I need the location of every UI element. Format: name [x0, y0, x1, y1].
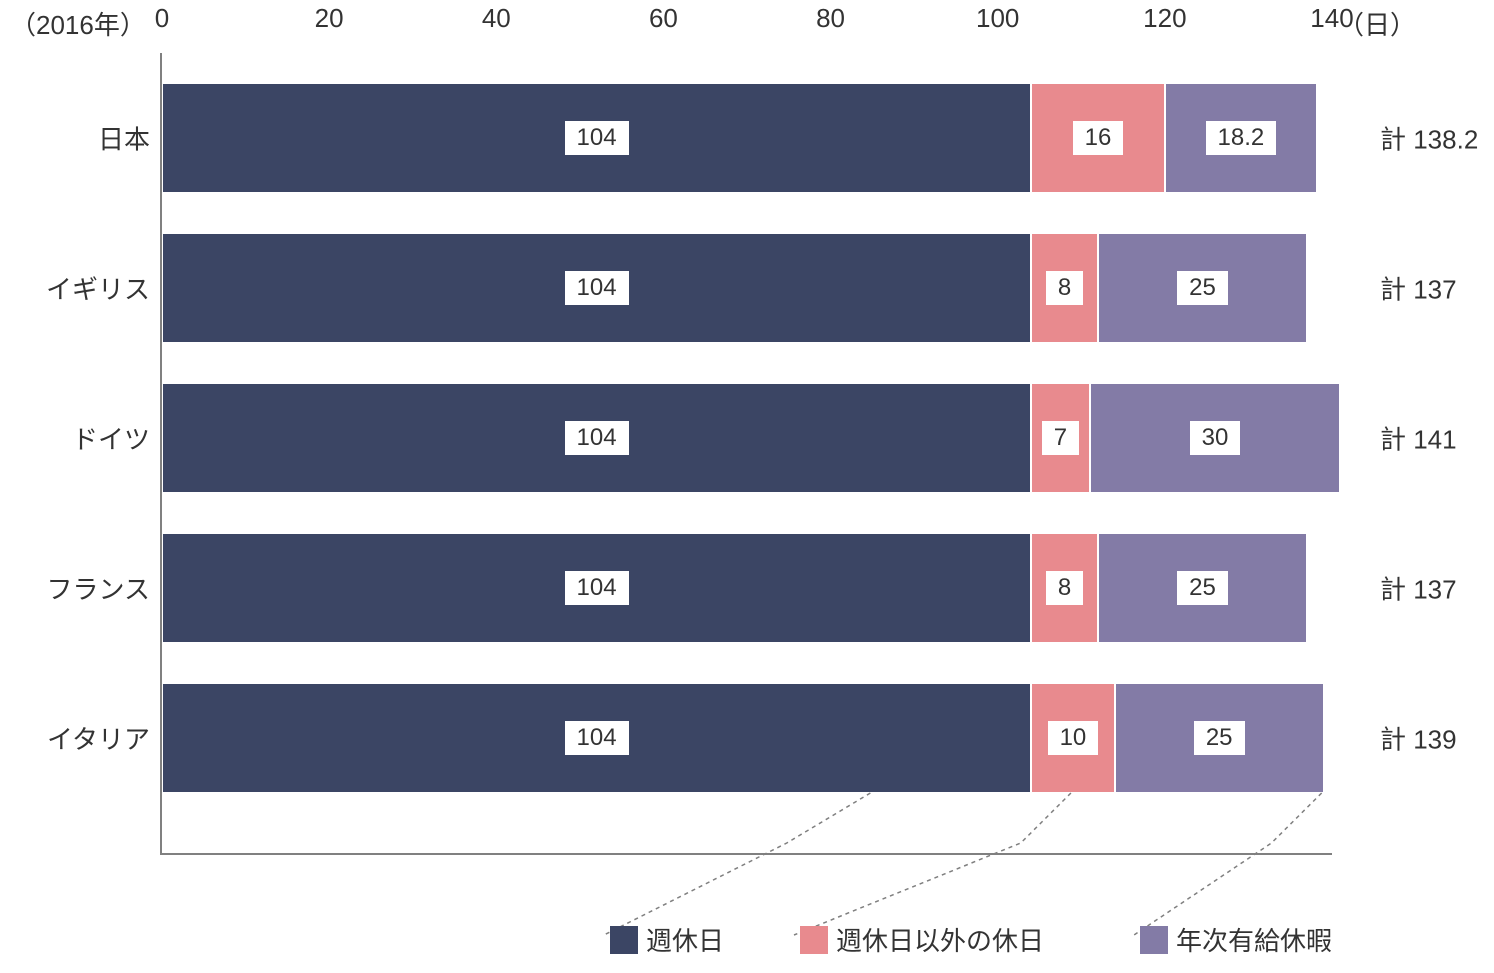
- x-tick: 100: [976, 3, 1019, 34]
- legend-label: 週休日: [646, 921, 724, 958]
- total-label: 計 139: [1380, 720, 1457, 757]
- x-tick: 0: [155, 3, 169, 34]
- bar-value-label: 25: [1177, 571, 1228, 605]
- bar-value-label: 25: [1194, 721, 1245, 755]
- category-label: フランス: [10, 570, 150, 607]
- x-tick: 80: [816, 3, 845, 34]
- x-tick: 120: [1143, 3, 1186, 34]
- bar-segment-paid_leave: 25: [1098, 233, 1307, 343]
- bar-row: 104 10 25: [162, 683, 1332, 793]
- bar-value-label: 10: [1048, 721, 1099, 755]
- bar-segment-paid_leave: 18.2: [1165, 83, 1317, 193]
- bar-value-label: 30: [1190, 421, 1241, 455]
- bar-value-label: 104: [565, 421, 629, 455]
- bar-value-label: 104: [565, 721, 629, 755]
- bar-value-label: 16: [1073, 121, 1124, 155]
- bar-segment-weekend: 104: [162, 683, 1031, 793]
- legend-label: 週休日以外の休日: [836, 921, 1044, 958]
- bar-value-label: 8: [1046, 571, 1083, 605]
- category-label: ドイツ: [10, 420, 150, 457]
- bar-segment-weekend: 104: [162, 233, 1031, 343]
- bar-row: 104 8 25: [162, 533, 1332, 643]
- legend-label: 年次有給休暇: [1176, 921, 1332, 958]
- legend-item: 年次有給休暇: [1140, 921, 1332, 958]
- legend-swatch: [800, 926, 828, 954]
- x-tick: 20: [315, 3, 344, 34]
- category-label: 日本: [10, 120, 150, 157]
- legend-swatch: [610, 926, 638, 954]
- total-label: 計 138.2: [1380, 120, 1478, 157]
- legend-item: 週休日: [610, 921, 724, 958]
- bar-value-label: 25: [1177, 271, 1228, 305]
- bar-segment-non_weekend: 8: [1031, 533, 1098, 643]
- bar-value-label: 18.2: [1206, 121, 1277, 155]
- bar-segment-weekend: 104: [162, 383, 1031, 493]
- category-label: イギリス: [10, 270, 150, 307]
- bar-value-label: 104: [565, 571, 629, 605]
- bar-segment-weekend: 104: [162, 533, 1031, 643]
- bar-segment-non_weekend: 16: [1031, 83, 1165, 193]
- bar-segment-non_weekend: 10: [1031, 683, 1115, 793]
- bar-row: 104 16 18.2: [162, 83, 1332, 193]
- total-label: 計 141: [1380, 420, 1457, 457]
- year-label: （2016年）: [10, 5, 146, 42]
- legend-swatch: [1140, 926, 1168, 954]
- category-label: イタリア: [10, 720, 150, 757]
- bar-value-label: 104: [565, 121, 629, 155]
- bar-segment-paid_leave: 30: [1090, 383, 1341, 493]
- bar-segment-non_weekend: 7: [1031, 383, 1090, 493]
- bar-segment-weekend: 104: [162, 83, 1031, 193]
- bar-value-label: 104: [565, 271, 629, 305]
- plot-area: 0204060801001201401041618.21048251047301…: [160, 53, 1332, 855]
- bar-segment-non_weekend: 8: [1031, 233, 1098, 343]
- bar-row: 104 7 30: [162, 383, 1332, 493]
- x-tick: 140: [1310, 3, 1353, 34]
- x-tick: 60: [649, 3, 678, 34]
- total-label: 計 137: [1380, 270, 1457, 307]
- bar-value-label: 8: [1046, 271, 1083, 305]
- total-label: 計 137: [1380, 570, 1457, 607]
- chart-container: （2016年） （日） 0204060801001201401041618.21…: [0, 0, 1494, 969]
- bar-value-label: 7: [1042, 421, 1079, 455]
- bar-row: 104 8 25: [162, 233, 1332, 343]
- bar-segment-paid_leave: 25: [1115, 683, 1324, 793]
- x-tick: 40: [482, 3, 511, 34]
- legend-item: 週休日以外の休日: [800, 921, 1044, 958]
- bar-segment-paid_leave: 25: [1098, 533, 1307, 643]
